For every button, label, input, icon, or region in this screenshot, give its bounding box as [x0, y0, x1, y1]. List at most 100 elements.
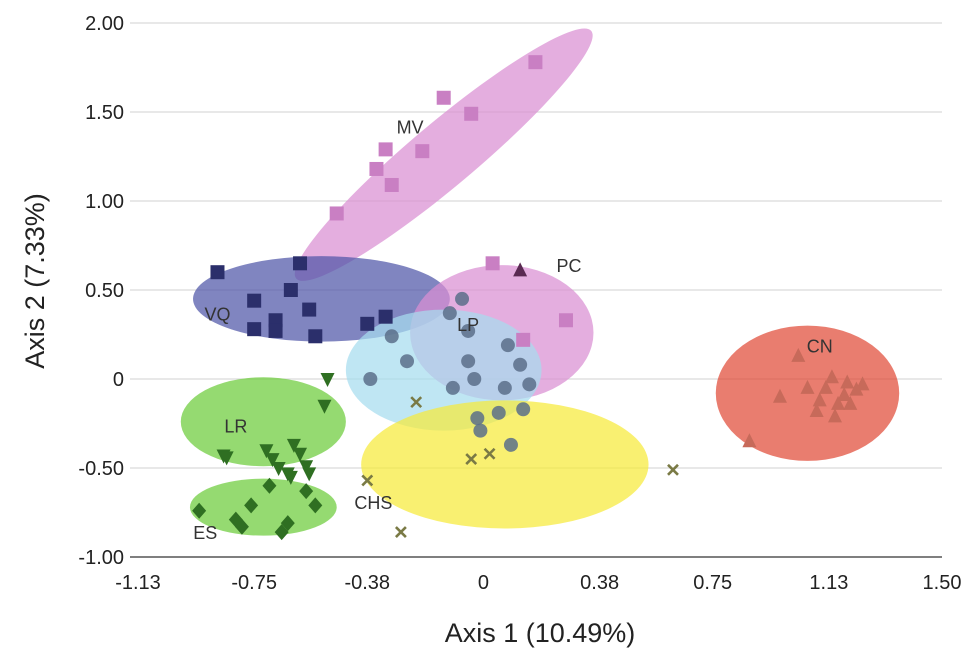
- data-point-mv: [378, 142, 393, 157]
- data-point-cn: [791, 347, 806, 362]
- data-point-mv: [464, 106, 479, 121]
- cluster-ellipse-mv: [294, 28, 593, 281]
- x-tick-label: 1.50: [923, 572, 962, 594]
- data-point-vq: [293, 256, 308, 271]
- x-tick-label: 0: [478, 572, 489, 594]
- data-point-lr: [286, 438, 301, 453]
- data-point-lp: [467, 372, 482, 386]
- data-point-vq: [247, 322, 262, 337]
- data-point-lp: [445, 380, 460, 395]
- data-point-lp: [363, 372, 378, 386]
- data-point-lr: [317, 399, 332, 414]
- data-point-vq: [360, 316, 375, 331]
- data-point-lp: [491, 405, 506, 420]
- data-point-vq: [210, 265, 225, 280]
- data-point-cn: [742, 433, 757, 448]
- data-point-chs: [483, 447, 496, 460]
- data-point-mv: [436, 90, 451, 105]
- data-point-lr: [302, 467, 317, 482]
- data-point-lp: [500, 338, 515, 353]
- data-point-lp: [503, 437, 518, 452]
- data-point-es: [244, 497, 259, 514]
- data-point-lp: [513, 357, 528, 372]
- data-point-lp: [470, 411, 485, 426]
- x-tick-label: 1.13: [809, 572, 848, 594]
- data-point-lr: [265, 453, 280, 468]
- data-point-es: [308, 497, 323, 514]
- data-point-pc: [516, 332, 531, 347]
- x-axis-ticks: -1.13 -0.75 -0.38 0 0.38 0.75 1.13 1.50: [115, 572, 961, 594]
- data-point-es: [192, 502, 207, 519]
- group-label-pc: PC: [557, 256, 582, 276]
- data-point-cn: [855, 376, 870, 391]
- x-tick-label: 0.75: [693, 572, 732, 594]
- cluster-ellipse-es: [189, 478, 337, 536]
- data-point-mv: [369, 161, 384, 176]
- y-tick-label: 2.00: [85, 13, 124, 35]
- data-point-lr: [259, 444, 274, 459]
- data-point-mv: [384, 177, 399, 192]
- y-tick-label: 0.50: [85, 280, 124, 302]
- data-point-vq: [268, 313, 283, 328]
- data-point-cn: [800, 379, 815, 394]
- data-point-cn: [812, 392, 827, 407]
- data-point-cn: [828, 408, 843, 423]
- y-tick-label: 1.00: [85, 191, 124, 213]
- data-point-cn: [824, 369, 839, 384]
- data-point-vq: [247, 293, 262, 308]
- data-point-cn: [772, 388, 787, 403]
- data-point-cn: [843, 395, 858, 410]
- group-label-cn: CN: [807, 336, 833, 356]
- x-axis-title: Axis 1 (10.49%): [445, 618, 636, 648]
- data-point-lp: [522, 377, 537, 392]
- data-point-pc: [558, 313, 573, 328]
- x-tick-label: -0.75: [231, 572, 277, 594]
- data-point-lp: [384, 329, 399, 344]
- data-point-vq: [283, 283, 298, 297]
- group-labels: MV VQ PC LP CHS LR ES CN: [193, 117, 832, 543]
- y-tick-label: -1.00: [78, 547, 124, 569]
- data-point-cn: [837, 387, 852, 402]
- data-point-lp: [442, 306, 457, 321]
- data-point-lr: [293, 447, 308, 462]
- data-point-lr: [271, 462, 286, 476]
- data-point-chs: [361, 474, 374, 487]
- data-points: [192, 55, 870, 541]
- data-point-chs: [410, 396, 423, 409]
- data-point-lp: [400, 354, 415, 369]
- x-tick-label: -0.38: [344, 572, 390, 594]
- group-label-es: ES: [193, 523, 217, 543]
- data-point-vq: [378, 309, 393, 324]
- y-axis-title: Axis 2 (7.33%): [20, 193, 50, 369]
- data-point-cn: [831, 395, 846, 410]
- data-point-pc: [485, 256, 500, 271]
- data-point-lr: [299, 460, 314, 475]
- cluster-ellipse-lr: [180, 377, 346, 467]
- data-point-chs: [465, 453, 478, 466]
- group-label-vq: VQ: [204, 304, 230, 324]
- cluster-ellipses: [180, 28, 900, 536]
- data-point-es: [299, 483, 314, 500]
- data-point-chs: [667, 463, 679, 476]
- data-point-lp: [461, 354, 476, 369]
- data-point-es: [234, 518, 249, 535]
- x-tick-label: -1.13: [115, 572, 161, 594]
- data-point-mv: [415, 144, 430, 159]
- y-tick-label: -0.50: [78, 458, 124, 480]
- data-point-cn: [818, 379, 833, 394]
- group-label-mv: MV: [397, 117, 424, 137]
- data-point-vq: [302, 302, 317, 317]
- x-tick-label: 0.38: [580, 572, 619, 594]
- data-point-lp: [455, 291, 470, 306]
- data-point-lp: [473, 423, 488, 438]
- data-point-mv: [329, 206, 344, 221]
- y-tick-label: 1.50: [85, 102, 124, 124]
- data-point-lp: [497, 380, 512, 395]
- data-point-cn: [809, 403, 824, 418]
- data-point-lr: [320, 373, 335, 387]
- data-point-lp: [516, 402, 531, 417]
- data-point-lr: [219, 451, 234, 466]
- group-label-lr: LR: [224, 416, 247, 436]
- cluster-ellipse-chs: [361, 400, 649, 529]
